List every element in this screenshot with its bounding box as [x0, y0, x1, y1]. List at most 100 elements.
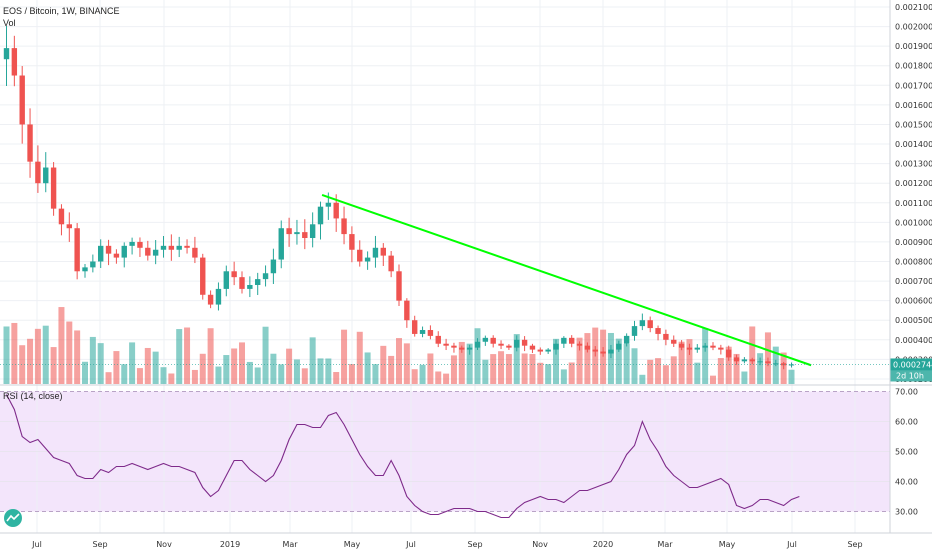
candle-body: [349, 234, 355, 250]
volume-bar: [74, 330, 81, 384]
candle-body: [309, 224, 316, 239]
candle-body: [702, 345, 708, 348]
volume-bar: [600, 329, 607, 384]
volume-bar: [97, 343, 104, 384]
candle-body: [11, 48, 18, 76]
volume-bar: [129, 342, 136, 384]
candle-body: [90, 261, 96, 268]
volume-bar: [521, 353, 528, 384]
candle-body: [678, 343, 685, 348]
volume-bar: [568, 362, 575, 384]
volume-bar: [27, 338, 34, 384]
volume-bar: [419, 364, 426, 384]
candle-body: [145, 247, 151, 256]
volume-bar: [82, 361, 88, 384]
volume-bar: [631, 348, 638, 384]
candle-body: [98, 245, 104, 262]
candle-body: [514, 339, 520, 348]
volume-bar: [411, 369, 418, 384]
candle-body: [733, 357, 740, 362]
candle-body: [255, 279, 261, 285]
candle-body: [561, 337, 567, 344]
volume-bar: [458, 341, 465, 384]
volume-bar: [717, 358, 724, 384]
candle-body: [43, 167, 49, 184]
rsi-y-tick-label: 70.00: [895, 388, 918, 397]
candle-body: [19, 75, 25, 125]
candle-body: [773, 363, 779, 365]
volume-bar: [466, 343, 473, 384]
volume-bar: [584, 333, 591, 384]
volume-bar: [239, 342, 245, 384]
volume-bar: [427, 353, 434, 384]
candle-body: [655, 328, 661, 334]
candle-body: [317, 206, 324, 225]
candle-body: [294, 232, 300, 235]
x-tick-label: 2020: [593, 540, 613, 549]
candle-body: [129, 241, 135, 246]
candle-body: [545, 349, 551, 352]
volume-bar: [647, 359, 654, 384]
candle-body: [765, 361, 771, 364]
candle-body: [608, 349, 614, 354]
candle-body: [137, 241, 143, 248]
volume-bar: [270, 353, 277, 384]
candle-body: [710, 345, 716, 348]
volume-bar: [623, 343, 630, 384]
candle-body: [74, 228, 80, 272]
candle-body: [474, 341, 481, 348]
volume-bar: [686, 339, 693, 384]
x-tick-label: Jul: [405, 540, 416, 549]
volume-bar: [380, 345, 387, 384]
volume-bar: [702, 328, 709, 384]
candle-body: [521, 339, 528, 346]
volume-bar: [615, 338, 622, 384]
volume-bar: [450, 355, 457, 384]
main-pane-bg: [0, 0, 890, 384]
volume-bar: [66, 321, 73, 384]
candle-body: [82, 267, 88, 272]
candle-body: [3, 48, 10, 60]
volume-bar: [11, 322, 18, 384]
volume-bar: [788, 369, 795, 384]
candle-body: [404, 300, 410, 321]
volume-bar: [152, 351, 159, 384]
x-tick-label: Sep: [847, 540, 862, 549]
candle-body: [553, 343, 559, 350]
volume-bar: [223, 355, 230, 384]
candle-body: [66, 224, 72, 229]
candle-body: [215, 288, 222, 305]
volume-bar: [710, 375, 716, 384]
candle-body: [27, 124, 33, 162]
volume-bar: [286, 348, 293, 384]
volume-bar: [560, 369, 567, 384]
last-price-badge: [890, 358, 932, 371]
volume-bar: [474, 328, 481, 384]
rsi-line: [6, 394, 800, 519]
candle-body: [639, 320, 646, 327]
rsi-y-tick-label: 30.00: [895, 508, 918, 517]
candle-body: [58, 208, 65, 225]
candle-body: [529, 345, 536, 350]
volume-bar: [3, 326, 10, 384]
volume-bar: [58, 307, 65, 384]
volume-bar: [246, 361, 253, 384]
volume-bar: [293, 359, 300, 384]
candle-body: [569, 337, 575, 344]
candle-body: [278, 228, 284, 260]
candle-body: [459, 347, 465, 350]
candle-body: [247, 284, 253, 289]
candle-body: [341, 218, 347, 235]
volume-bar: [317, 358, 324, 384]
volume-bar: [741, 371, 748, 384]
last-price-label: 0.0002744: [893, 360, 932, 369]
volume-bar: [513, 334, 520, 384]
candle-body: [357, 249, 363, 262]
candle-body: [200, 257, 206, 295]
